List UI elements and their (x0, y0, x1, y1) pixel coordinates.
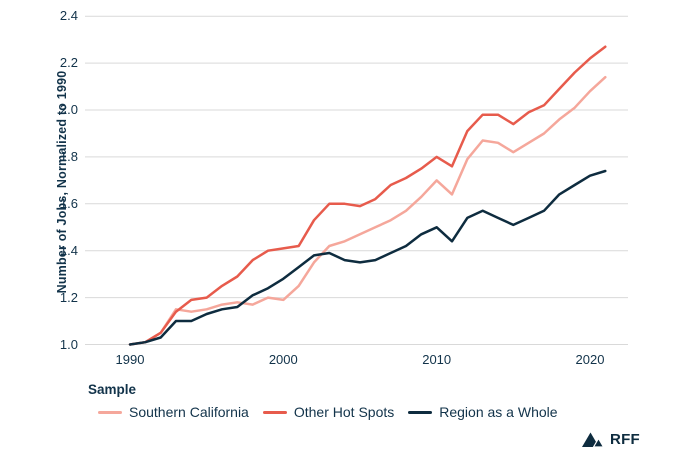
mountains-logo-icon (581, 432, 604, 448)
x-tick-label-1990: 1990 (115, 352, 145, 367)
series-line-other-hot-spots (128, 45, 607, 346)
y-tick-label-1.6: 1.6 (59, 195, 78, 211)
y-tick-label-1.4: 1.4 (59, 242, 78, 258)
legend-item-region-as-a-whole: Region as a Whole (408, 404, 558, 420)
legend-swatch-southern-california (98, 410, 122, 414)
rff-branding: RFF (581, 430, 640, 448)
legend-item-other-hot-spots: Other Hot Spots (262, 404, 395, 420)
y-tick-label-1.2: 1.2 (59, 289, 78, 305)
y-tick-label-2.4: 2.4 (59, 8, 78, 24)
series-line-southern-california (128, 75, 607, 346)
series-line-region-as-a-whole (128, 169, 607, 346)
legend-items: Southern California Other Hot Spots Regi… (88, 404, 558, 420)
x-tick-label-2020: 2020 (575, 352, 605, 367)
legend-swatch-other-hot-spots (262, 410, 287, 414)
legend-item-southern-california: Southern California (98, 404, 249, 420)
y-tick-label-1.0: 1.0 (59, 336, 78, 352)
legend-label-other-hot-spots: Other Hot Spots (293, 404, 395, 420)
legend: Sample Southern California Other Hot Spo… (88, 382, 558, 420)
x-tick-label-2010: 2010 (422, 352, 452, 367)
legend-title: Sample (88, 382, 137, 397)
legend-swatch-region-as-a-whole (408, 410, 433, 414)
legend-label-southern-california: Southern California (129, 404, 249, 420)
y-tick-label-2.0: 2.0 (59, 102, 78, 117)
x-tick-label-2000: 2000 (268, 352, 298, 367)
y-tick-label-1.8: 1.8 (59, 148, 78, 164)
legend-label-region-as-a-whole: Region as a Whole (439, 404, 558, 420)
y-tick-label-2.2: 2.2 (59, 55, 78, 71)
rff-logo-text: RFF (609, 430, 640, 448)
